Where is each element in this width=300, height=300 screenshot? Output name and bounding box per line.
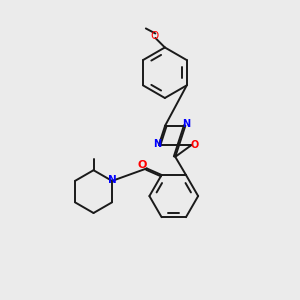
- Text: N: N: [154, 139, 162, 149]
- Text: O: O: [190, 140, 199, 150]
- Text: O: O: [150, 31, 158, 40]
- Text: N: N: [182, 119, 190, 130]
- Text: O: O: [138, 160, 147, 170]
- Text: N: N: [108, 175, 116, 185]
